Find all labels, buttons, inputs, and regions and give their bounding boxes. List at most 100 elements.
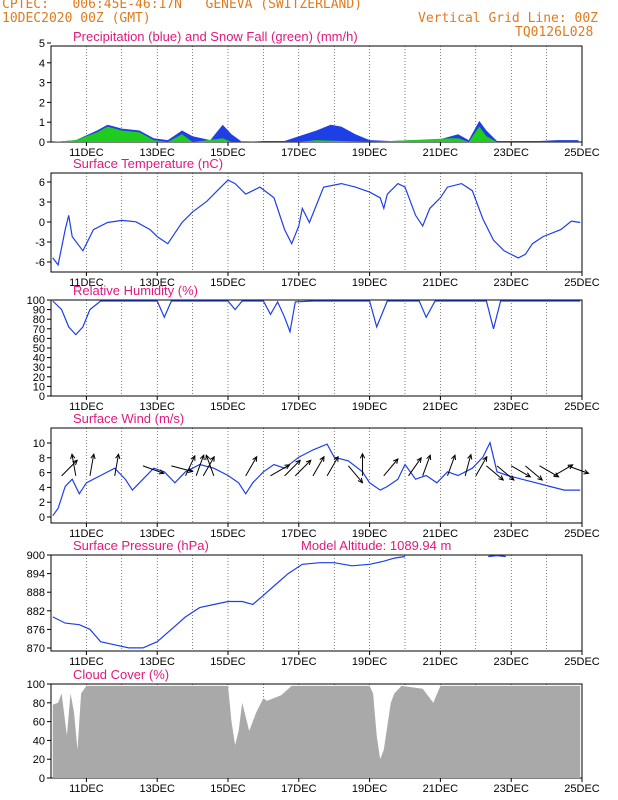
x-tick-label: 11DEC bbox=[69, 783, 104, 795]
panel-title: Surface Wind (m/s) bbox=[73, 411, 184, 426]
wind-arrow-head bbox=[90, 453, 96, 460]
x-tick-label: 15DEC bbox=[210, 528, 246, 540]
x-tick-label: 21DEC bbox=[423, 401, 459, 413]
x-tick-label: 25DEC bbox=[564, 783, 600, 795]
y-tick-label: 90 bbox=[33, 305, 45, 317]
y-tick-label: 20 bbox=[33, 754, 45, 766]
x-tick-label: 21DEC bbox=[423, 277, 459, 289]
series-line bbox=[52, 179, 581, 267]
x-tick-label: 21DEC bbox=[423, 528, 459, 540]
y-tick-label: 100 bbox=[27, 295, 45, 307]
wind-arrow bbox=[142, 465, 164, 474]
wind-arrow-head bbox=[333, 455, 339, 462]
x-tick-label: 13DEC bbox=[139, 656, 175, 668]
y-tick-label: 900 bbox=[27, 550, 45, 562]
wind-arrow bbox=[205, 455, 215, 477]
x-tick-label: 13DEC bbox=[139, 783, 175, 795]
y-tick-label: 3 bbox=[39, 78, 45, 90]
wind-arrow bbox=[171, 465, 193, 473]
wind-arrow bbox=[486, 465, 504, 481]
header-line2: 10DEC2020 00Z (GMT) bbox=[2, 11, 151, 26]
x-tick-label: 15DEC bbox=[210, 783, 246, 795]
wind-arrow bbox=[408, 457, 422, 477]
wind-arrow-head bbox=[158, 469, 165, 475]
x-tick-label: 15DEC bbox=[210, 277, 246, 289]
y-tick-label: 50 bbox=[33, 343, 45, 355]
wind-arrow-head bbox=[583, 469, 590, 475]
wind-arrow-head bbox=[451, 454, 456, 461]
y-tick-label: 30 bbox=[33, 362, 45, 374]
wind-arrow bbox=[195, 455, 205, 477]
x-tick-label: 17DEC bbox=[281, 528, 317, 540]
wind-arrow-head bbox=[205, 454, 211, 461]
wind-arrow bbox=[185, 455, 196, 477]
x-tick-label: 25DEC bbox=[564, 528, 600, 540]
x-tick-label: 23DEC bbox=[493, 401, 529, 413]
x-tick-label: 15DEC bbox=[210, 656, 246, 668]
x-tick-label: 19DEC bbox=[352, 147, 388, 159]
y-tick-label: 60 bbox=[33, 717, 45, 729]
x-tick-label: 15DEC bbox=[210, 401, 246, 413]
wind-arrow bbox=[114, 454, 120, 476]
y-tick-label: 60 bbox=[33, 333, 45, 345]
x-tick-label: 21DEC bbox=[423, 147, 459, 159]
y-tick-label: 882 bbox=[27, 606, 45, 618]
wind-arrow-head bbox=[482, 455, 488, 462]
x-tick-label: 17DEC bbox=[281, 656, 317, 668]
panel-title: Cloud Cover (%) bbox=[73, 667, 169, 682]
wind-arrow bbox=[89, 454, 95, 476]
wind-arrow-head bbox=[70, 453, 76, 460]
x-tick-label: 19DEC bbox=[352, 528, 388, 540]
wind-arrow-head bbox=[359, 452, 366, 459]
wind-arrow-head bbox=[199, 454, 205, 461]
panel-frame bbox=[50, 45, 583, 143]
wind-arrow-head bbox=[187, 467, 194, 473]
wind-arrow bbox=[326, 456, 339, 477]
x-tick-label: 13DEC bbox=[139, 277, 175, 289]
wind-arrow-head bbox=[467, 453, 473, 460]
x-tick-label: 23DEC bbox=[493, 783, 529, 795]
y-tick-label: 80 bbox=[33, 314, 45, 326]
wind-arrow-head bbox=[357, 477, 364, 484]
y-tick-label: 876 bbox=[27, 624, 45, 636]
wind-arrow-head bbox=[209, 455, 215, 462]
x-tick-label: 19DEC bbox=[352, 277, 388, 289]
y-tick-label: 870 bbox=[27, 643, 45, 655]
y-tick-label: 2 bbox=[39, 497, 45, 509]
x-tick-label: 23DEC bbox=[493, 656, 529, 668]
series-line bbox=[52, 440, 581, 517]
wind-arrow-head bbox=[115, 453, 121, 460]
wind-arrow-head bbox=[393, 458, 399, 464]
wind-arrow-head bbox=[295, 459, 302, 466]
wind-arrow bbox=[61, 459, 78, 477]
panel-title: Relative Humidity (%) bbox=[73, 283, 198, 298]
y-tick-label: 10 bbox=[33, 381, 45, 393]
y-tick-label: -3 bbox=[35, 237, 45, 249]
wind-arrow-head bbox=[252, 455, 258, 462]
y-tick-label: 0 bbox=[39, 391, 45, 403]
panel-title: Surface Pressure (hPa) bbox=[73, 538, 209, 553]
x-tick-label: 19DEC bbox=[352, 783, 388, 795]
wind-arrow bbox=[510, 465, 531, 478]
wind-arrow bbox=[464, 454, 472, 476]
series-line bbox=[52, 300, 581, 336]
y-tick-label: 4 bbox=[39, 482, 45, 494]
x-tick-label: 25DEC bbox=[564, 147, 600, 159]
x-tick-label: 11DEC bbox=[69, 656, 104, 668]
wind-arrow bbox=[567, 465, 589, 474]
series-cloud-cover bbox=[52, 685, 581, 778]
header-line1: CPTEC: 006:45E-46:17N GENEVA (SWITZERLAN… bbox=[2, 0, 363, 12]
x-tick-label: 23DEC bbox=[493, 147, 529, 159]
wind-arrow bbox=[202, 456, 215, 477]
panel-frame bbox=[50, 554, 583, 652]
wind-arrow bbox=[383, 458, 399, 477]
panel-frame bbox=[50, 427, 583, 524]
x-tick-label: 25DEC bbox=[564, 401, 600, 413]
panel-frame bbox=[50, 172, 583, 273]
wind-arrow-head bbox=[305, 459, 312, 466]
wind-arrow bbox=[270, 464, 290, 477]
y-tick-label: 6 bbox=[39, 177, 45, 189]
wind-arrow-head bbox=[426, 454, 432, 461]
x-tick-label: 11DEC bbox=[69, 147, 104, 159]
x-tick-label: 13DEC bbox=[139, 401, 175, 413]
